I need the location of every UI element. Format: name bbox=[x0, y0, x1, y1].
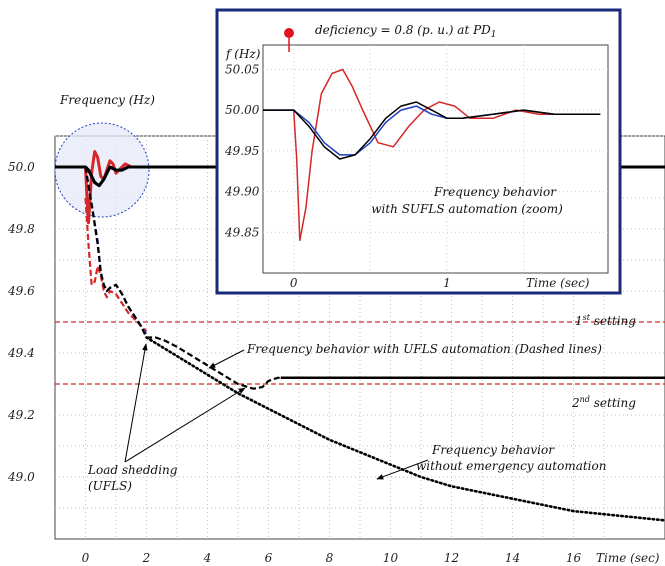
inset-title: deficiency = 0.8 (p. u.) at PD1 bbox=[315, 23, 497, 40]
main-series-3 bbox=[55, 165, 665, 188]
load-shedding-annotation-line2: (UFLS) bbox=[88, 479, 132, 493]
inset-y-tick-labels: 50.05 50.00 49.95 49.90 49.85 bbox=[224, 62, 260, 239]
main-x-tick-label: 8 bbox=[326, 551, 334, 565]
inset-note-line1: Frequency behavior bbox=[433, 185, 557, 199]
main-x-tick-label: 14 bbox=[505, 551, 520, 565]
main-x-tick-label: 0 bbox=[82, 551, 90, 565]
threshold-label-1st: 1st setting bbox=[575, 313, 636, 328]
pin-icon bbox=[284, 28, 294, 38]
inset-note-line2: with SUFLS automation (zoom) bbox=[371, 202, 563, 216]
ufls-behavior-annotation: Frequency behavior with UFLS automation … bbox=[246, 342, 602, 356]
main-x-tick-label: 12 bbox=[444, 551, 459, 565]
main-y-tick-label: 50.0 bbox=[8, 160, 35, 174]
main-x-tick-label: 6 bbox=[265, 551, 273, 565]
no-automation-annotation-line2: without emergency automation bbox=[416, 459, 606, 473]
inset-series-1 bbox=[263, 68, 601, 242]
threshold-label-2nd: 2nd setting bbox=[571, 395, 636, 410]
main-x-axis-label: Time (sec) bbox=[596, 551, 660, 565]
no-automation-annotation-line1: Frequency behavior bbox=[431, 443, 555, 457]
inset-series-3 bbox=[263, 101, 601, 160]
load-shedding-arrow-2 bbox=[124, 387, 246, 463]
ufls-behavior-arrow bbox=[208, 349, 245, 369]
inset-grid bbox=[263, 45, 608, 273]
main-y-axis-label: Frequency (Hz) bbox=[59, 93, 155, 107]
inset-x-axis-label: Time (sec) bbox=[526, 276, 590, 290]
inset-y-tick-label: 49.90 bbox=[224, 185, 260, 199]
main-x-tick-label: 2 bbox=[142, 551, 151, 565]
inset-y-tick-label: 50.05 bbox=[225, 62, 259, 76]
main-y-tick-label: 49.6 bbox=[7, 284, 35, 298]
main-x-tick-label: 10 bbox=[383, 551, 399, 565]
main-y-tick-label: 49.8 bbox=[7, 222, 35, 236]
main-y-tick-label: 49.4 bbox=[7, 346, 35, 360]
inset-y-tick-label: 50.00 bbox=[225, 103, 260, 117]
inset-x-tick-label: 0 bbox=[290, 276, 298, 290]
inset-x-tick-label: 1 bbox=[443, 276, 451, 290]
main-series-4 bbox=[84, 197, 148, 333]
load-shedding-annotation-line1: Load shedding bbox=[87, 463, 178, 477]
main-series-group bbox=[55, 150, 665, 522]
inset-series-group bbox=[263, 68, 601, 242]
zoom-region-circle bbox=[54, 122, 150, 218]
main-series-8 bbox=[145, 336, 665, 522]
load-shedding-arrow-1 bbox=[124, 343, 148, 463]
main-y-tick-labels: 50.0 49.8 49.6 49.4 49.2 49.0 bbox=[7, 160, 35, 484]
main-x-tick-label: 16 bbox=[566, 551, 582, 565]
main-x-tick-labels: 0 2 4 6 8 10 12 14 16 bbox=[82, 551, 582, 565]
no-automation-arrow bbox=[376, 459, 429, 480]
main-y-tick-label: 49.0 bbox=[7, 470, 35, 484]
inset-y-axis-label: f (Hz) bbox=[225, 47, 261, 61]
main-series-6 bbox=[84, 166, 665, 390]
main-x-tick-label: 4 bbox=[203, 551, 212, 565]
inset-plot-area bbox=[262, 44, 609, 274]
inset-y-tick-label: 49.85 bbox=[224, 225, 259, 239]
threshold-lines bbox=[55, 321, 665, 385]
inset-y-tick-label: 49.95 bbox=[224, 144, 259, 158]
main-y-tick-label: 49.2 bbox=[7, 408, 35, 422]
